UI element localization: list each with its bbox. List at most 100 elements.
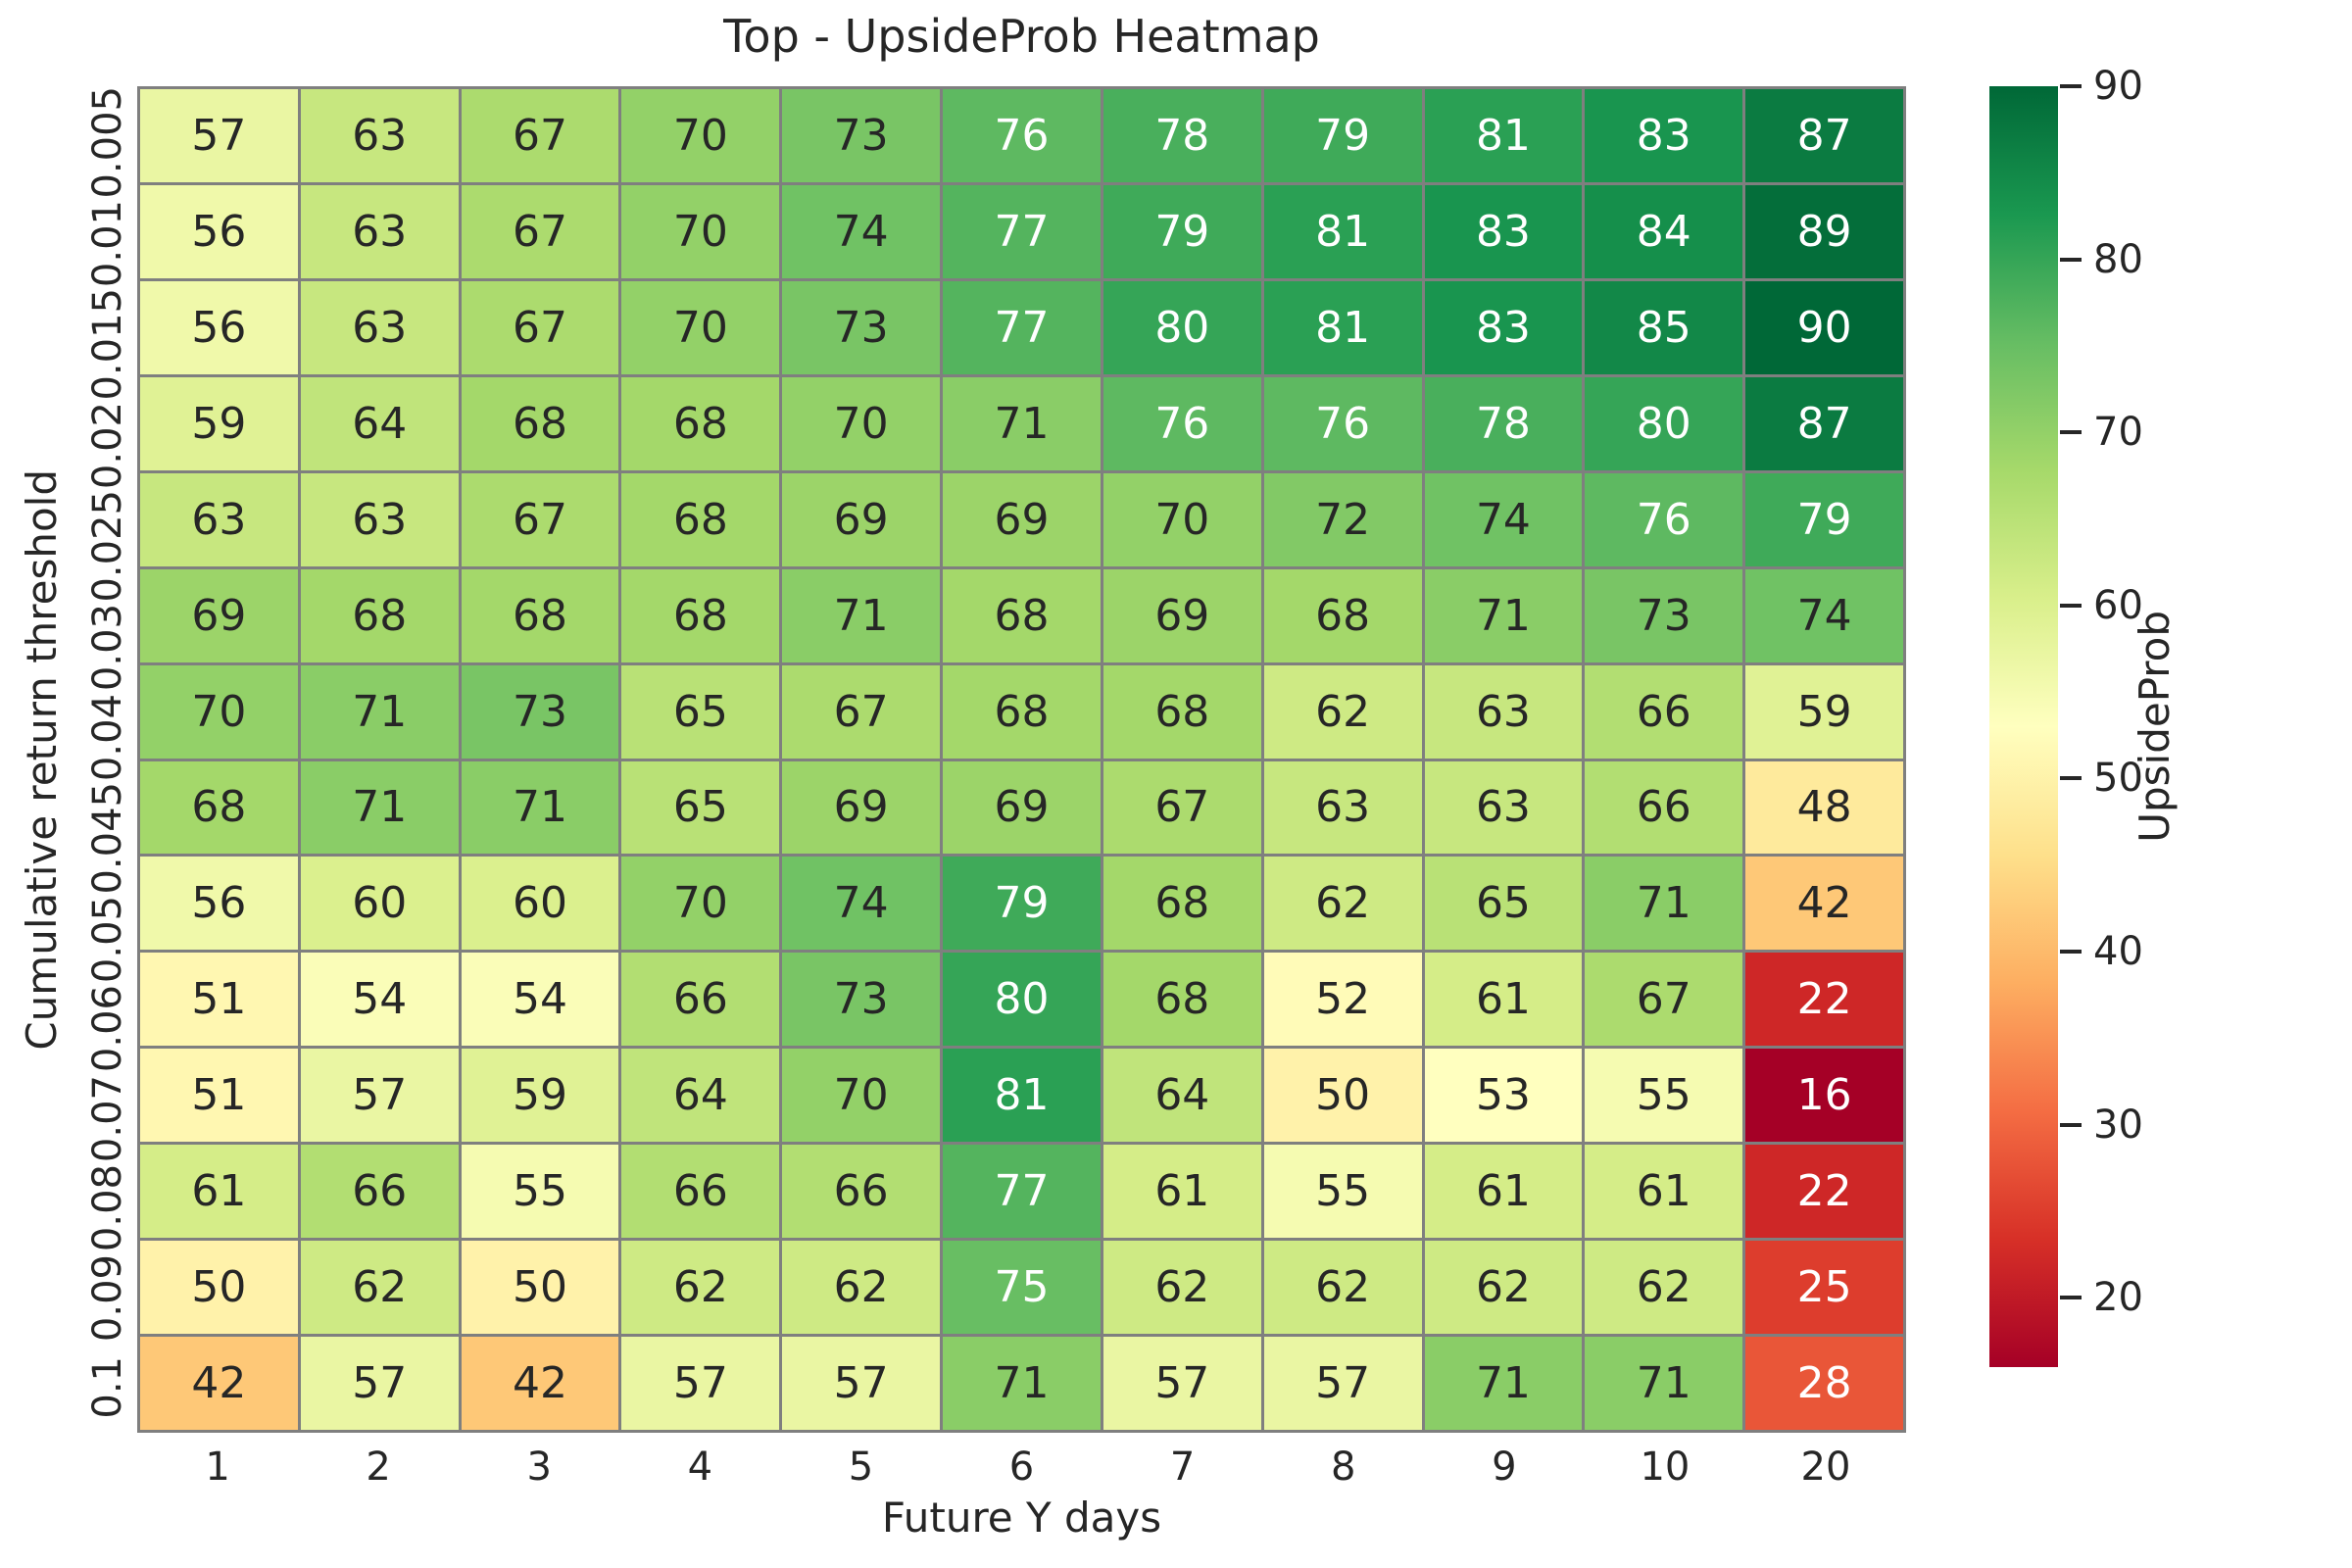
heatmap-cell: 68 xyxy=(621,472,780,566)
heatmap-cell: 28 xyxy=(1745,1337,1903,1430)
heatmap-cell: 71 xyxy=(943,376,1101,470)
heatmap-cell: 62 xyxy=(1424,1241,1583,1335)
heatmap-cell: 62 xyxy=(621,1241,780,1335)
y-tick-label: 0.1 xyxy=(85,1356,130,1420)
heatmap-cell: 16 xyxy=(1745,1049,1903,1143)
y-tick-label: 0.045 xyxy=(85,781,130,895)
y-tick-label: 0.015 xyxy=(85,288,130,401)
heatmap-cell: 68 xyxy=(621,376,780,470)
heatmap-cell: 87 xyxy=(1745,89,1903,182)
x-tick-label: 5 xyxy=(848,1445,874,1490)
x-tick-label: 20 xyxy=(1800,1445,1851,1490)
heatmap-cell: 51 xyxy=(140,953,298,1047)
heatmap-cell: 71 xyxy=(300,760,459,855)
heatmap-cell: 71 xyxy=(1585,1337,1743,1430)
heatmap-cell: 73 xyxy=(782,89,941,182)
heatmap-cell: 62 xyxy=(1102,1241,1261,1335)
heatmap-cell: 87 xyxy=(1745,376,1903,470)
heatmap-cell: 62 xyxy=(1263,1241,1422,1335)
heatmap-cell: 83 xyxy=(1424,184,1583,278)
colorbar-gradient xyxy=(1989,86,2058,1367)
heatmap-cell: 48 xyxy=(1745,760,1903,855)
chart-title: Top - UpsideProb Heatmap xyxy=(723,10,1320,63)
heatmap-cell: 63 xyxy=(1424,760,1583,855)
y-tick-label: 0.01 xyxy=(85,199,130,287)
heatmap-cell: 57 xyxy=(621,1337,780,1430)
heatmap-cell: 42 xyxy=(1745,857,1903,951)
x-axis-label: Future Y days xyxy=(881,1494,1162,1542)
heatmap-cell: 74 xyxy=(782,184,941,278)
colorbar-tick-label: 60 xyxy=(2093,582,2143,628)
heatmap-cell: 22 xyxy=(1745,953,1903,1047)
heatmap-cell: 71 xyxy=(1424,568,1583,662)
heatmap-cell: 50 xyxy=(1263,1049,1422,1143)
heatmap-cell: 51 xyxy=(140,1049,298,1143)
heatmap-cell: 70 xyxy=(782,1049,941,1143)
y-tick-label: 0.09 xyxy=(85,1254,130,1343)
heatmap-cell: 62 xyxy=(300,1241,459,1335)
x-tick-label: 4 xyxy=(687,1445,713,1490)
heatmap-cell: 75 xyxy=(943,1241,1101,1335)
heatmap-cell: 68 xyxy=(461,568,619,662)
colorbar-tick-label: 30 xyxy=(2093,1102,2143,1148)
colorbar-tick-mark xyxy=(2060,84,2082,88)
colorbar-ticks: 20 30 40 50 60 70 80 90 xyxy=(2058,64,2215,1367)
heatmap-cell: 67 xyxy=(461,89,619,182)
heatmap-cell: 78 xyxy=(1102,89,1261,182)
heatmap-cell: 68 xyxy=(1263,568,1422,662)
heatmap-cell: 66 xyxy=(1585,760,1743,855)
y-tick-label: 0.005 xyxy=(85,86,130,199)
heatmap-cell: 63 xyxy=(300,89,459,182)
heatmap-cell: 68 xyxy=(943,664,1101,759)
heatmap-cell: 64 xyxy=(1102,1049,1261,1143)
heatmap-cell: 59 xyxy=(461,1049,619,1143)
heatmap-cell: 70 xyxy=(1102,472,1261,566)
colorbar-label: UpsideProb xyxy=(2130,611,2179,843)
heatmap-cell: 67 xyxy=(461,472,619,566)
heatmap-cell: 69 xyxy=(140,568,298,662)
colorbar-tick-label: 50 xyxy=(2093,756,2143,802)
heatmap-cell: 79 xyxy=(1745,472,1903,566)
colorbar-tick-label: 90 xyxy=(2093,64,2143,109)
heatmap-cell: 71 xyxy=(300,664,459,759)
heatmap-cell: 62 xyxy=(1585,1241,1743,1335)
colorbar-tick-mark xyxy=(2060,430,2082,435)
heatmap-cell: 53 xyxy=(1424,1049,1583,1143)
heatmap-cell: 67 xyxy=(1585,953,1743,1047)
heatmap-cell: 56 xyxy=(140,280,298,374)
heatmap-cell: 80 xyxy=(943,953,1101,1047)
y-axis-label-container: Cumulative return threshold xyxy=(16,86,67,1433)
heatmap-cell: 68 xyxy=(300,568,459,662)
y-tick-label: 0.08 xyxy=(85,1164,130,1252)
heatmap-cell: 80 xyxy=(1585,376,1743,470)
heatmap-cell: 79 xyxy=(1263,89,1422,182)
heatmap-cell: 89 xyxy=(1745,184,1903,278)
heatmap-cell: 69 xyxy=(782,760,941,855)
colorbar-tick-mark xyxy=(2060,950,2082,955)
heatmap-cell: 71 xyxy=(461,760,619,855)
heatmap-cell: 71 xyxy=(782,568,941,662)
heatmap-cell: 65 xyxy=(621,760,780,855)
x-axis-ticks: 1 2 3 4 5 6 7 8 9 10 20 xyxy=(137,1445,1906,1492)
x-tick-label: 8 xyxy=(1330,1445,1356,1490)
x-tick-label: 9 xyxy=(1492,1445,1517,1490)
heatmap-grid: 57 63 67 70 73 76 78 79 81 83 87 56 63 67 70 74 77 79 81 83… xyxy=(137,86,1906,1433)
colorbar-tick-mark xyxy=(2060,776,2082,781)
heatmap-cell: 84 xyxy=(1585,184,1743,278)
y-tick-label: 0.03 xyxy=(85,604,130,692)
colorbar-tick-label: 20 xyxy=(2093,1275,2143,1321)
heatmap-cell: 70 xyxy=(140,664,298,759)
x-tick-label: 6 xyxy=(1008,1445,1035,1490)
heatmap-cell: 61 xyxy=(140,1145,298,1239)
heatmap-cell: 85 xyxy=(1585,280,1743,374)
heatmap-cell: 59 xyxy=(1745,664,1903,759)
y-axis-label: Cumulative return threshold xyxy=(17,468,66,1051)
heatmap-cell: 68 xyxy=(1102,857,1261,951)
heatmap-cell: 71 xyxy=(1424,1337,1583,1430)
colorbar-tick-label: 80 xyxy=(2093,236,2143,282)
y-tick-label: 0.04 xyxy=(85,693,130,781)
heatmap-cell: 74 xyxy=(782,857,941,951)
colorbar-tick-mark xyxy=(2060,603,2082,608)
heatmap-cell: 52 xyxy=(1263,953,1422,1047)
heatmap-cell: 69 xyxy=(1102,568,1261,662)
